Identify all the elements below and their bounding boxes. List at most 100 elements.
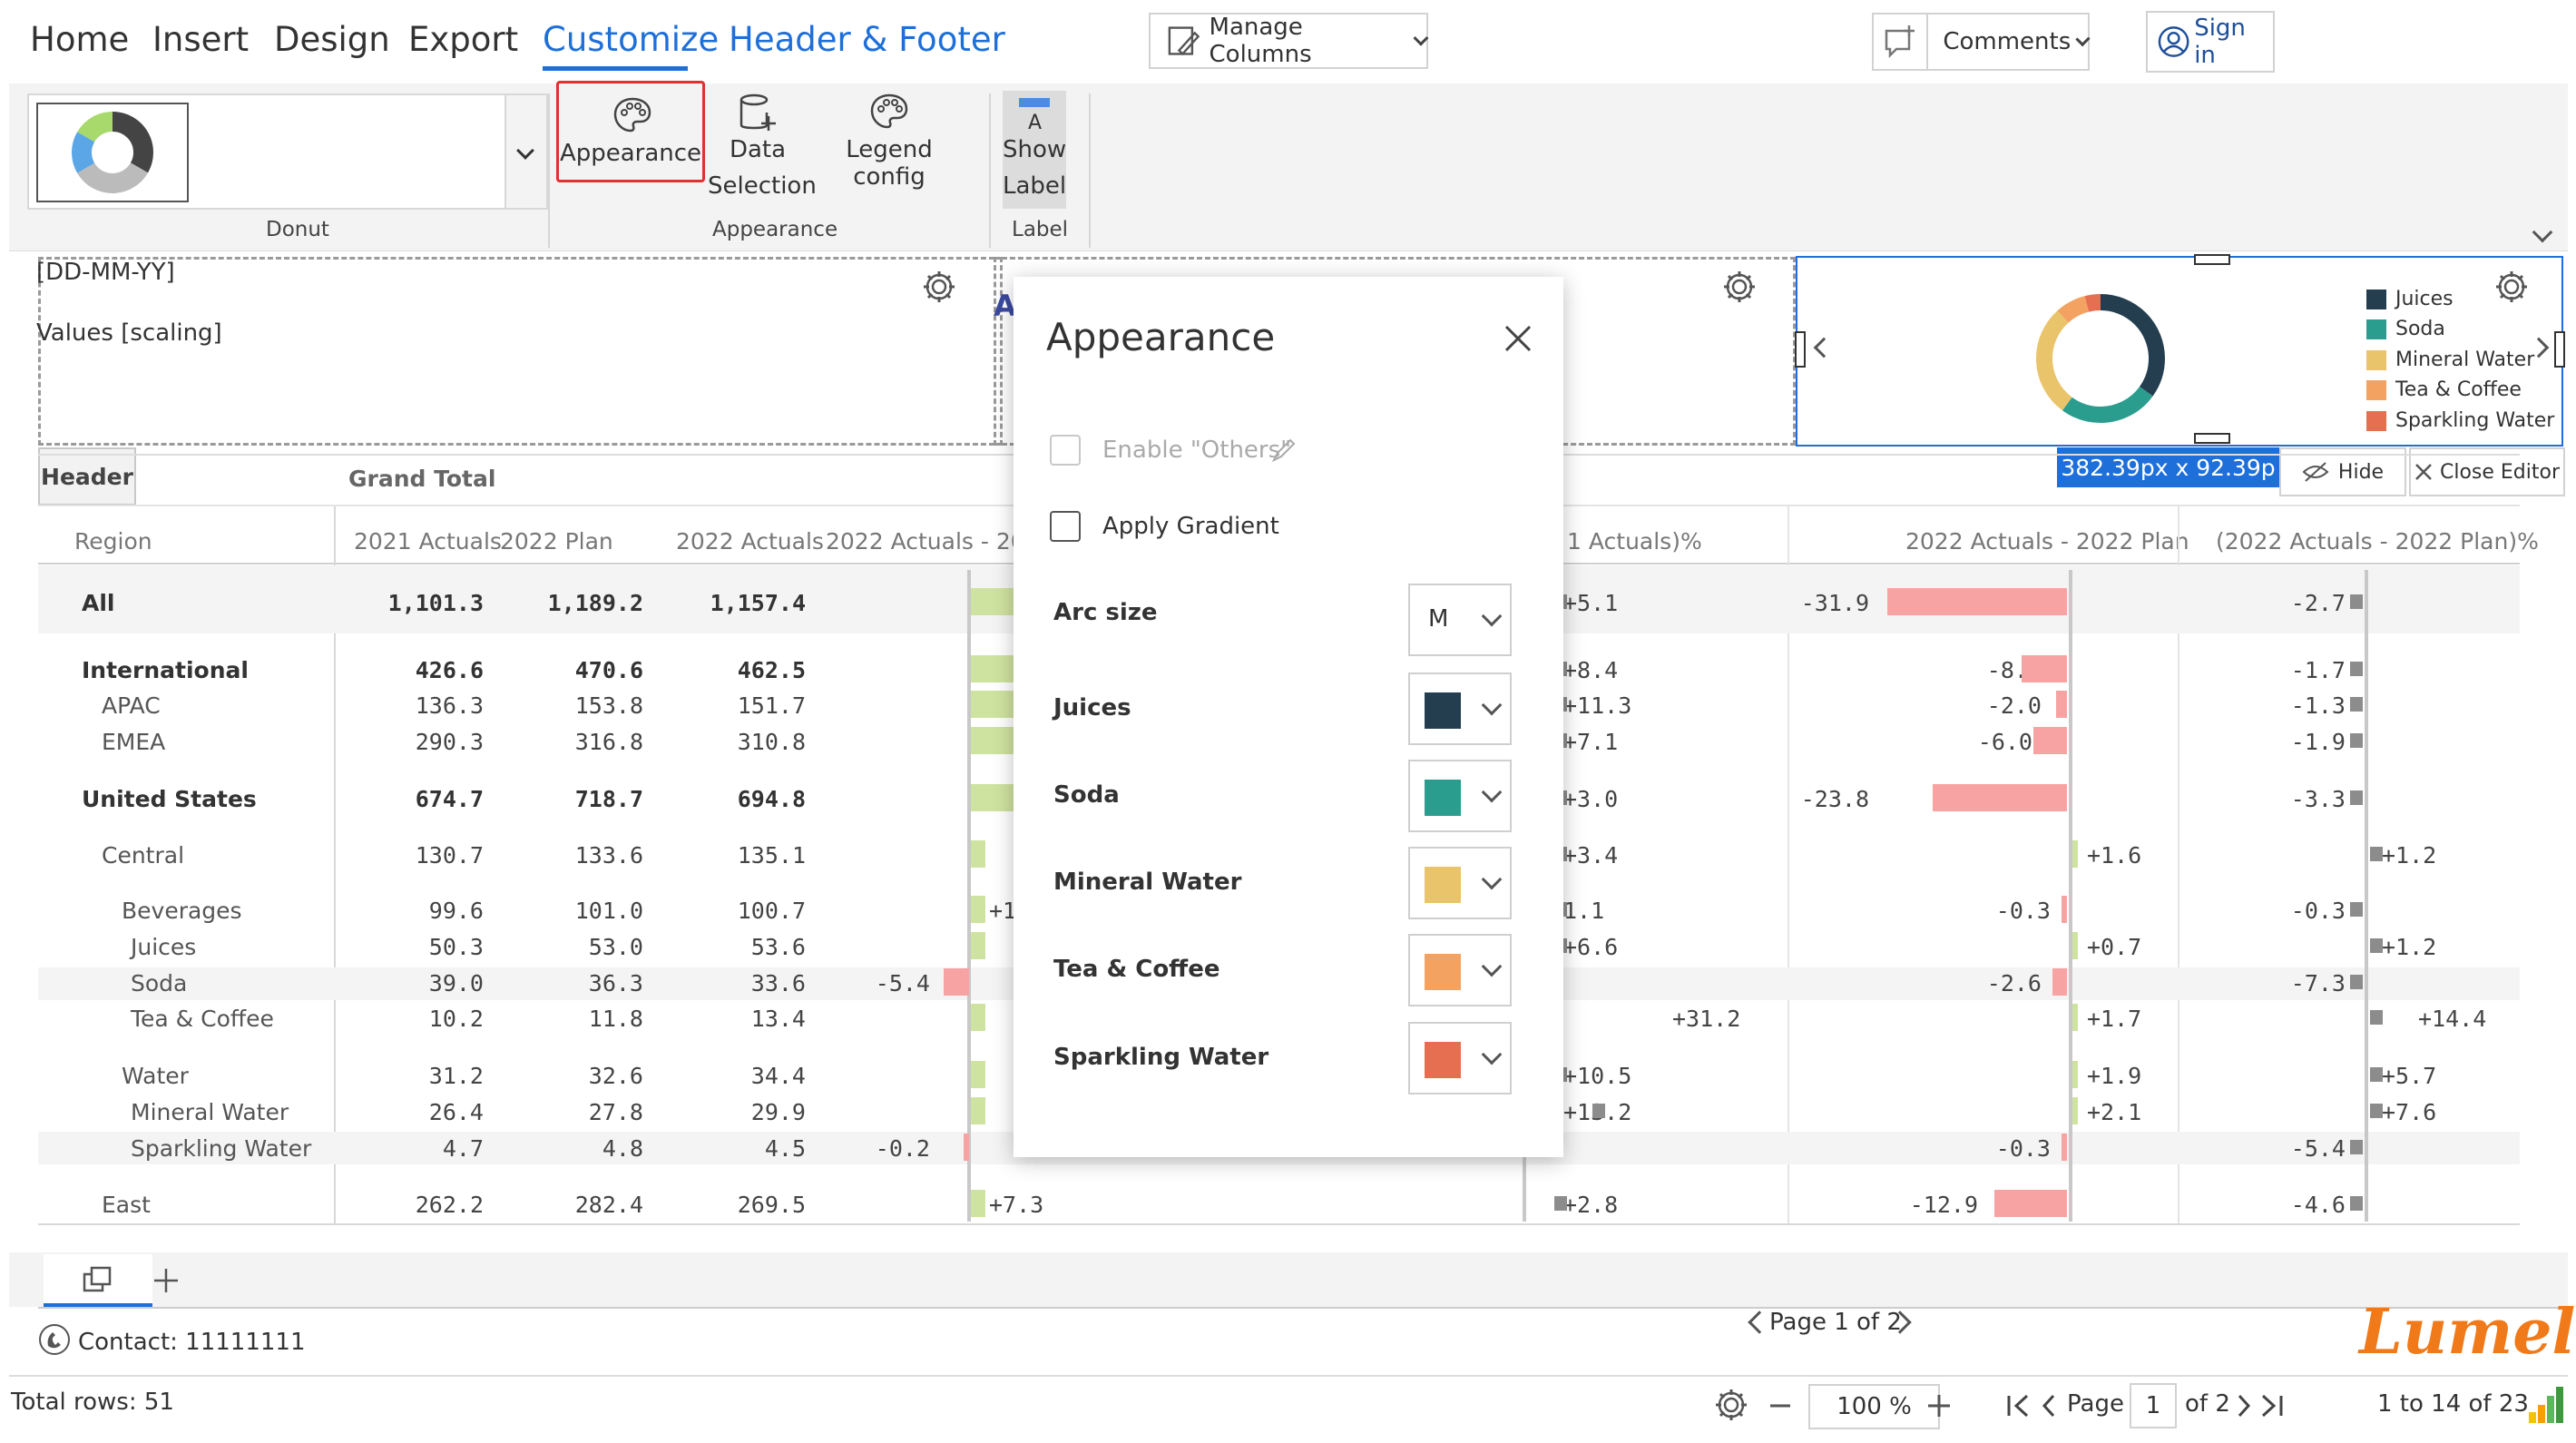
column-header-region[interactable]: Region bbox=[74, 528, 152, 555]
table-cell: 136.3 bbox=[415, 692, 484, 719]
row-label[interactable]: Soda bbox=[131, 970, 188, 996]
pencil-icon[interactable] bbox=[1270, 437, 1298, 464]
table-cell: 53.6 bbox=[750, 934, 806, 960]
resize-handle-left[interactable] bbox=[1795, 331, 1806, 368]
column-header-2021-actuals[interactable]: 2021 Actuals bbox=[354, 528, 502, 555]
close-icon[interactable] bbox=[1503, 324, 1533, 353]
variance-bar bbox=[1933, 784, 2067, 811]
column-header-2022-plan[interactable]: 2022 Plan bbox=[500, 528, 613, 555]
tab-customize[interactable]: Customize bbox=[543, 20, 720, 59]
zoom-in-icon[interactable] bbox=[1925, 1392, 1953, 1419]
chart-type-selector[interactable] bbox=[27, 93, 506, 210]
gear-icon[interactable] bbox=[921, 269, 957, 305]
series-label-sparkling-water: Sparkling Water bbox=[1053, 1044, 1269, 1071]
variance-bar bbox=[1994, 1190, 2067, 1217]
row-label[interactable]: Mineral Water bbox=[131, 1099, 289, 1125]
first-page-icon[interactable] bbox=[2005, 1392, 2032, 1419]
row-label[interactable]: All bbox=[82, 590, 115, 616]
column-header-actuals-minus-plan-pct[interactable]: (2022 Actuals - 2022 Plan)% bbox=[2216, 528, 2539, 555]
row-label[interactable]: Beverages bbox=[122, 898, 242, 924]
variance-bar bbox=[971, 932, 985, 959]
apply-gradient-checkbox[interactable] bbox=[1050, 511, 1081, 542]
chart-type-dropdown-button[interactable] bbox=[506, 93, 548, 210]
header-button[interactable]: Header bbox=[38, 447, 136, 506]
variance-pct-marker bbox=[2350, 1140, 2363, 1154]
bar-axis bbox=[2069, 570, 2072, 1222]
resize-handle-bottom[interactable] bbox=[2194, 433, 2230, 444]
appearance-button[interactable]: Appearance bbox=[556, 81, 705, 182]
resize-handle-right[interactable] bbox=[2554, 331, 2565, 368]
table-cell: 10.2 bbox=[428, 1006, 484, 1032]
row-label[interactable]: EMEA bbox=[102, 729, 166, 755]
color-picker-tea-coffee[interactable] bbox=[1408, 934, 1512, 1006]
chevron-down-icon bbox=[1481, 956, 1503, 977]
header-widget-1[interactable] bbox=[38, 257, 1003, 446]
svg-text:A: A bbox=[1028, 112, 1042, 133]
sign-in-button[interactable]: Sign in bbox=[2146, 11, 2275, 73]
zoom-input[interactable]: 100 % bbox=[1808, 1384, 1940, 1429]
color-swatch bbox=[1425, 867, 1461, 903]
variance-pct-marker bbox=[2350, 1196, 2363, 1211]
color-picker-mineral-water[interactable] bbox=[1408, 847, 1512, 919]
color-picker-juices[interactable] bbox=[1408, 672, 1512, 745]
manage-columns-button[interactable]: Manage Columns bbox=[1149, 13, 1429, 69]
row-label[interactable]: Central bbox=[102, 842, 185, 869]
comments-button[interactable]: Comments bbox=[1872, 13, 2091, 71]
column-header-actuals-minus-plan[interactable]: 2022 Actuals - 2022 Plan bbox=[1905, 528, 2189, 555]
column-header-variance-abs[interactable]: 2022 Actuals - 20 bbox=[826, 528, 1025, 555]
row-label[interactable]: Sparkling Water bbox=[131, 1135, 312, 1162]
palette-icon bbox=[870, 93, 908, 129]
lumel-logo: Lumel bbox=[2359, 1296, 2576, 1369]
row-label[interactable]: East bbox=[102, 1192, 151, 1218]
color-picker-soda[interactable] bbox=[1408, 760, 1512, 832]
add-sheet-icon[interactable] bbox=[152, 1266, 181, 1295]
row-label[interactable]: Tea & Coffee bbox=[131, 1006, 274, 1032]
gear-icon[interactable] bbox=[2493, 269, 2530, 305]
last-page-icon[interactable] bbox=[2258, 1392, 2285, 1419]
row-label[interactable]: International bbox=[82, 657, 249, 683]
tab-design[interactable]: Design bbox=[274, 20, 390, 59]
tab-header-footer[interactable]: Header & Footer bbox=[729, 20, 1005, 59]
column-header-2022-actuals[interactable]: 2022 Actuals bbox=[676, 528, 824, 555]
zoom-out-icon[interactable] bbox=[1768, 1393, 1793, 1418]
next-page-icon[interactable] bbox=[2232, 1392, 2256, 1419]
tab-export[interactable]: Export bbox=[408, 20, 519, 59]
close-editor-button[interactable]: Close Editor bbox=[2409, 447, 2565, 496]
date-placeholder: [DD-MM-YY] bbox=[36, 259, 175, 286]
page-count: of 2 bbox=[2185, 1390, 2230, 1418]
table-cell: 29.9 bbox=[750, 1099, 806, 1125]
tab-home[interactable]: Home bbox=[30, 20, 130, 59]
appearance-panel: Appearance Enable "Others" Apply Gradien… bbox=[1014, 277, 1563, 1157]
actuals-minus-plan-pct-label: -1.9 bbox=[2290, 729, 2346, 755]
gear-icon[interactable] bbox=[1721, 269, 1758, 305]
data-selection-button[interactable]: Data Selection bbox=[708, 91, 817, 209]
legend-item: Tea & Coffee bbox=[2366, 378, 2522, 401]
column-header-variance-pct[interactable]: 1 Actuals)% bbox=[1567, 528, 1702, 555]
legend-item: Sparkling Water bbox=[2366, 409, 2554, 432]
gear-icon[interactable] bbox=[1713, 1387, 1749, 1423]
row-label[interactable]: APAC bbox=[102, 692, 161, 719]
variance-pct-marker bbox=[2350, 594, 2363, 609]
prev-page-icon[interactable] bbox=[2037, 1392, 2061, 1419]
legend-config-button[interactable]: Legend config bbox=[812, 91, 966, 191]
enable-others-checkbox[interactable] bbox=[1050, 435, 1081, 466]
resize-handle-top[interactable] bbox=[2194, 254, 2230, 265]
show-label-button[interactable]: A Show Label bbox=[1003, 91, 1066, 209]
sheet-tab[interactable] bbox=[44, 1254, 152, 1307]
hide-button[interactable]: Hide bbox=[2279, 447, 2406, 496]
tab-insert[interactable]: Insert bbox=[152, 20, 250, 59]
eye-hide-icon bbox=[2302, 462, 2329, 482]
legend-config-label: Legend config bbox=[846, 136, 933, 191]
arc-size-select[interactable]: M bbox=[1408, 584, 1512, 656]
bar-axis bbox=[967, 570, 971, 1222]
color-picker-sparkling-water[interactable] bbox=[1408, 1022, 1512, 1095]
variance-bar bbox=[971, 1190, 985, 1217]
variance-bar bbox=[2052, 968, 2067, 996]
variance-pct-label: +6.6 bbox=[1563, 934, 1619, 960]
row-label[interactable]: United States bbox=[82, 786, 257, 812]
row-label[interactable]: Juices bbox=[131, 934, 197, 960]
variance-pct-marker bbox=[1592, 1104, 1605, 1118]
page-number-input[interactable]: 1 bbox=[2130, 1383, 2177, 1428]
row-label[interactable]: Water bbox=[122, 1063, 189, 1089]
chevron-left-icon[interactable] bbox=[1748, 1310, 1771, 1334]
